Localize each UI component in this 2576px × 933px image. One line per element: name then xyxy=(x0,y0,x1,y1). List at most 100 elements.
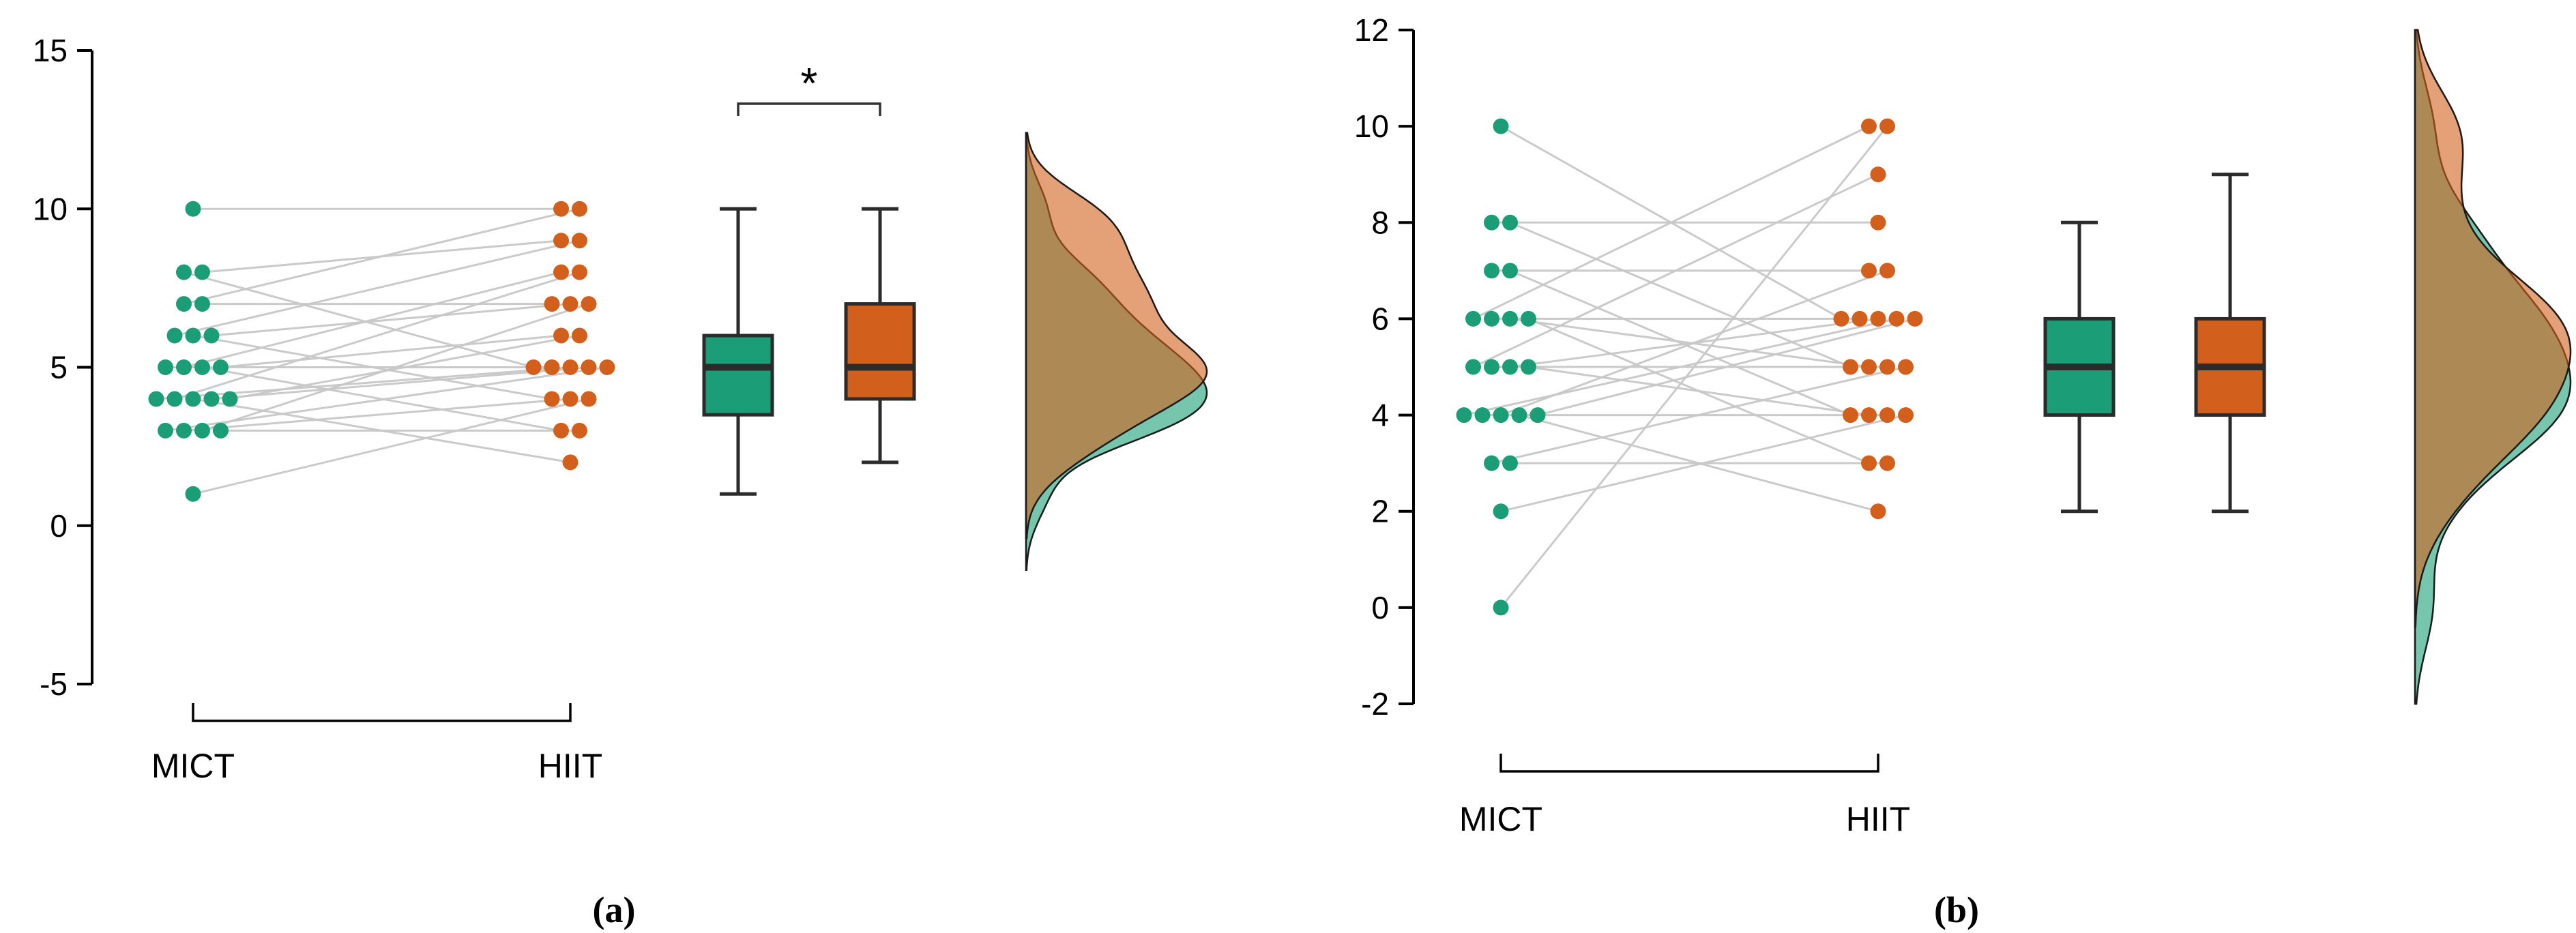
hiit-dot xyxy=(1843,359,1858,375)
pair-line xyxy=(184,398,571,432)
hiit-dot xyxy=(1879,407,1895,424)
mict-dot xyxy=(203,391,220,407)
mict-dot xyxy=(1493,503,1509,520)
hiit-dot xyxy=(1898,359,1914,375)
hiit-dot xyxy=(562,359,579,375)
pair-line xyxy=(174,239,580,337)
hiit-dot xyxy=(572,201,587,217)
hiit-dot xyxy=(553,264,569,280)
significance-star: * xyxy=(801,59,818,108)
hiit-dot xyxy=(544,296,560,312)
mict-dot xyxy=(1465,310,1481,327)
hiit-dot xyxy=(581,391,597,407)
mict-dot xyxy=(1521,359,1536,375)
mict-dot xyxy=(194,264,210,280)
pair-line xyxy=(1491,366,1906,464)
hiit-dot xyxy=(572,264,587,280)
pair-line xyxy=(1472,173,1879,368)
hiit-dot xyxy=(553,201,569,217)
mict-dot xyxy=(194,422,210,439)
hiit-dot xyxy=(572,327,587,344)
mict-dot xyxy=(166,391,183,407)
pair-line xyxy=(1509,221,1852,368)
hiit-dot xyxy=(1870,214,1886,231)
mict-dot xyxy=(1521,310,1536,327)
hiit-dot xyxy=(572,422,587,439)
box xyxy=(844,302,916,401)
hiit-dot xyxy=(1870,503,1886,520)
mict-dot xyxy=(1502,214,1518,231)
mict-dot xyxy=(158,359,173,375)
hiit-dot xyxy=(581,296,597,312)
mict-dot xyxy=(194,359,210,375)
hiit-dot xyxy=(599,359,615,375)
y-tick-label: -5 xyxy=(40,666,68,702)
panel-label: (b) xyxy=(1934,889,1979,930)
hiit-dot xyxy=(1852,310,1868,327)
y-tick-label: 0 xyxy=(50,508,68,544)
mict-dot xyxy=(1456,407,1472,424)
panel-b-chart: 12 10 8 6 4 2 0 -2 MICT HIIT (b) xyxy=(1354,12,2572,930)
hiit-dot xyxy=(581,359,597,375)
pair-line xyxy=(202,303,589,432)
group-label-mict: MICT xyxy=(151,747,235,785)
half-violin xyxy=(2414,29,2572,628)
mict-dot xyxy=(1474,407,1491,424)
hiit-dot xyxy=(1879,359,1895,375)
hiit-dot xyxy=(1870,166,1886,183)
hiit-dot xyxy=(1861,118,1877,134)
group-axis-bracket xyxy=(1499,754,1879,773)
hiit-dot xyxy=(562,296,579,312)
mict-dot xyxy=(176,359,192,375)
hiit-dot xyxy=(1888,310,1905,327)
pair-line xyxy=(211,366,589,400)
hiit-dot xyxy=(1861,263,1877,279)
hiit-dot xyxy=(1861,407,1877,424)
half-violin xyxy=(1025,132,1208,539)
mict-dot xyxy=(1493,407,1509,424)
hiit-dot xyxy=(1843,407,1858,424)
mict-dot xyxy=(203,327,220,344)
mict-dot xyxy=(185,391,201,407)
pair-line xyxy=(174,271,580,400)
mict-dot xyxy=(1484,214,1499,231)
hiit-dot xyxy=(562,391,579,407)
pair-line xyxy=(192,398,589,495)
mict-dot xyxy=(1530,407,1546,424)
mict-dot xyxy=(1502,263,1518,279)
mict-dot xyxy=(1502,455,1518,471)
pair-line xyxy=(1500,414,1906,513)
hiit-dot xyxy=(562,454,579,471)
hiit-dot xyxy=(525,359,542,375)
panel-label: (a) xyxy=(593,889,636,930)
pair-line xyxy=(229,334,580,400)
pair-line xyxy=(1528,366,1869,417)
y-tick-label: 12 xyxy=(1354,12,1389,48)
pair-line xyxy=(220,334,561,368)
mict-dot xyxy=(148,391,164,407)
pair-line xyxy=(1499,125,1888,608)
hiit-dot xyxy=(544,391,560,407)
hiit-dot xyxy=(1861,359,1877,375)
pair-line xyxy=(184,271,561,368)
mict-dot xyxy=(185,486,201,502)
group-axis-bracket xyxy=(192,703,572,722)
hiit-dot xyxy=(1907,310,1923,327)
hiit-dot xyxy=(553,233,569,249)
group-label-hiit: HIIT xyxy=(538,747,602,785)
hiit-dot xyxy=(1870,310,1886,327)
pair-line xyxy=(211,303,571,337)
pair-line xyxy=(1472,125,1870,320)
mict-dot xyxy=(1511,407,1527,424)
mict-dot xyxy=(1484,359,1499,375)
box xyxy=(702,334,774,417)
mict-dot xyxy=(1502,359,1518,375)
group-label-hiit: HIIT xyxy=(1846,800,1910,838)
hiit-dot xyxy=(1879,118,1895,134)
mict-dot xyxy=(1484,310,1499,327)
mict-dot xyxy=(194,296,210,312)
mict-dot xyxy=(166,327,183,344)
mict-dot xyxy=(213,422,229,439)
pair-line xyxy=(1537,317,1916,417)
